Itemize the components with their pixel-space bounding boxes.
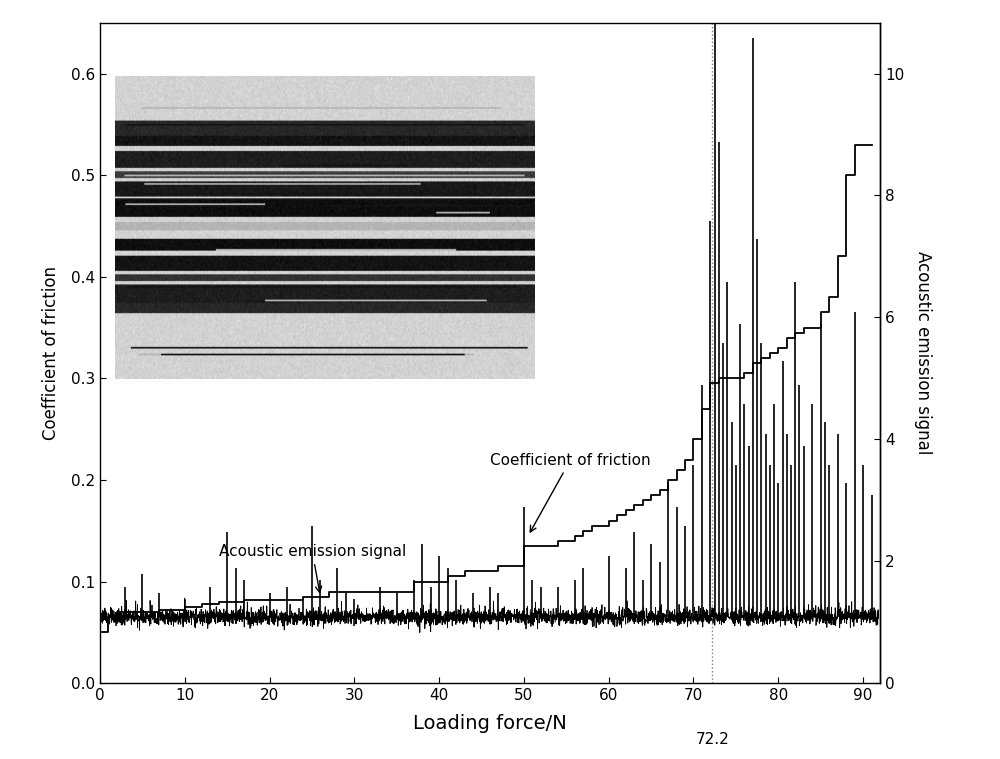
X-axis label: Loading force/N: Loading force/N (413, 714, 567, 733)
Y-axis label: Coefficient of friction: Coefficient of friction (42, 266, 60, 440)
Text: 72.2: 72.2 (695, 732, 729, 747)
Text: Coefficient of friction: Coefficient of friction (490, 452, 651, 532)
Text: Acoustic emission signal: Acoustic emission signal (219, 544, 406, 593)
Y-axis label: Acoustic emission signal: Acoustic emission signal (914, 251, 932, 455)
